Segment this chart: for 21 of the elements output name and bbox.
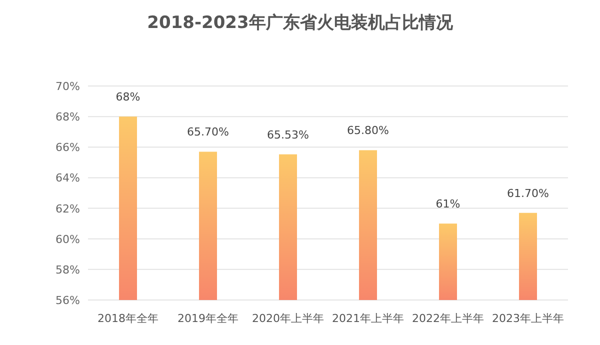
data-label: 68%: [116, 90, 140, 104]
x-tick-label: 2021年上半年: [332, 312, 404, 325]
x-tick-label: 2023年上半年: [492, 312, 564, 325]
data-label: 65.70%: [187, 126, 229, 139]
y-tick-label: 56%: [56, 294, 80, 307]
y-tick-label: 60%: [56, 232, 80, 246]
y-tick-label: 68%: [56, 110, 80, 124]
data-label: 61.70%: [507, 186, 549, 200]
y-tick-label: 58%: [56, 263, 80, 276]
y-tick-label: 64%: [56, 172, 80, 185]
y-tick-label: 66%: [56, 141, 80, 154]
x-tick-label: 2019年全年: [178, 312, 238, 325]
data-label: 61%: [436, 198, 460, 211]
data-label: 65.80%: [347, 124, 389, 138]
x-tick-label: 2022年上半年: [412, 312, 484, 325]
x-tick-label: 2018年全年: [98, 312, 158, 325]
y-tick-label: 70%: [56, 80, 80, 93]
data-label: 65.53%: [267, 128, 309, 142]
y-tick-label: 62%: [56, 202, 80, 216]
x-tick-label: 2020年上半年: [252, 312, 324, 325]
chart-title: 2018-2023年广东省火电装机占比情况: [147, 13, 454, 33]
